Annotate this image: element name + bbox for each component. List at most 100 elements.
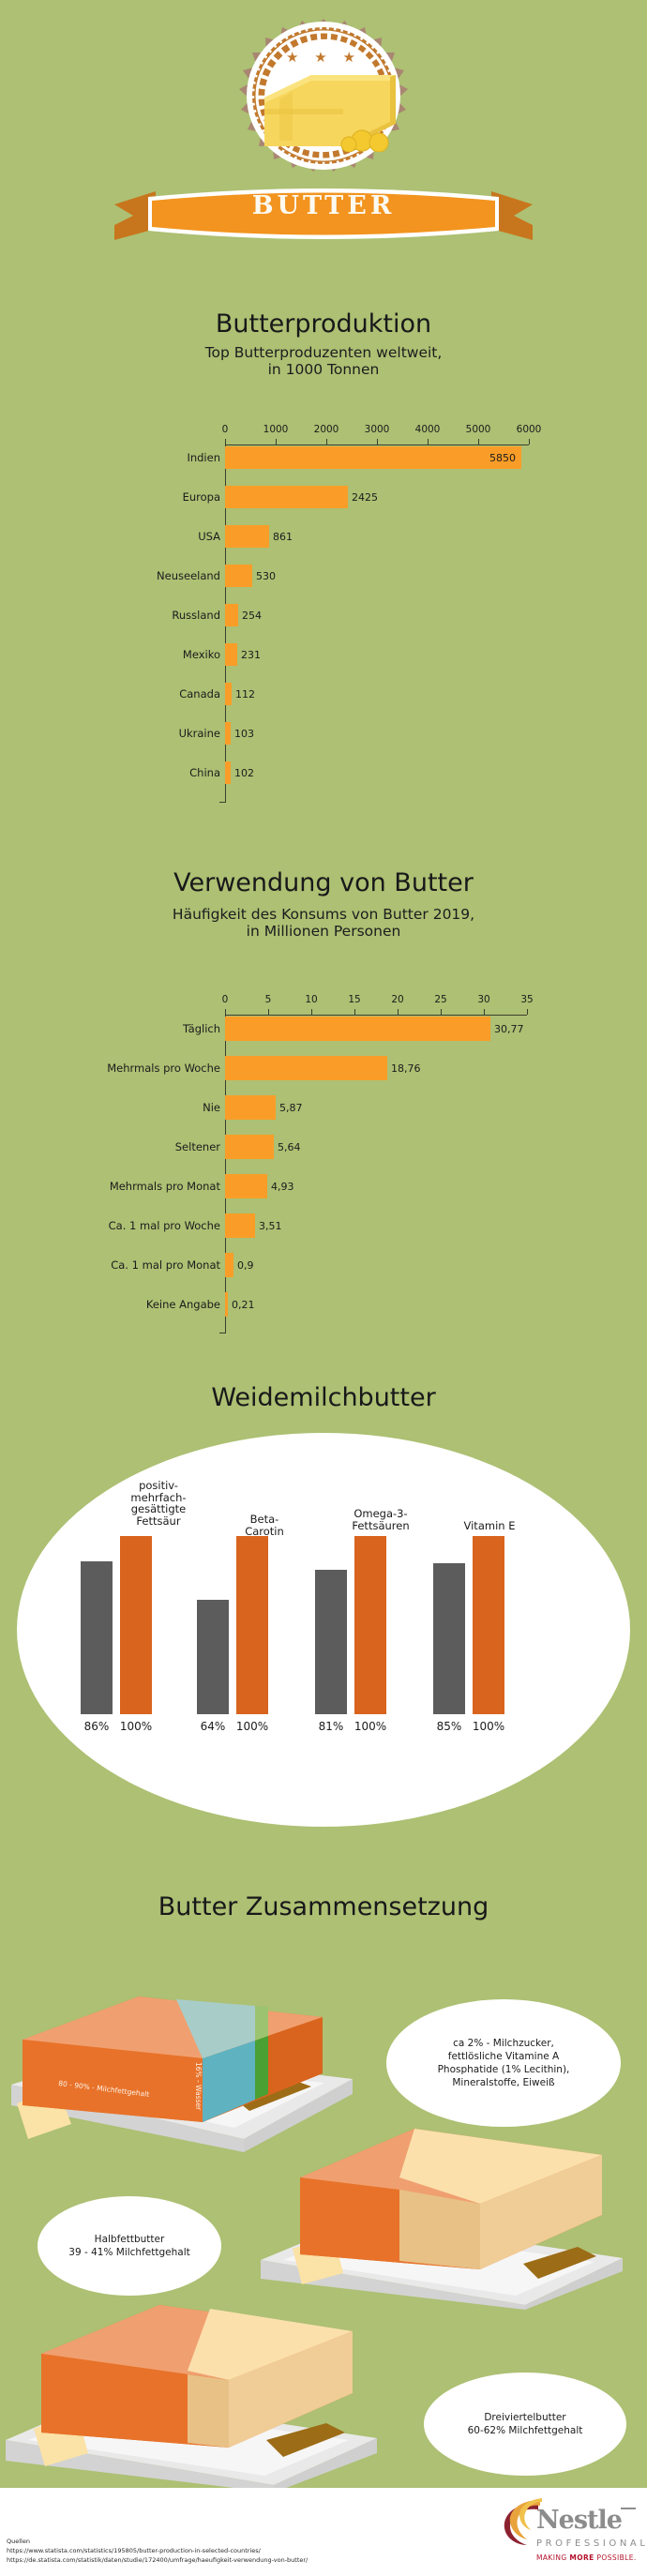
production-bar-label: China xyxy=(189,766,220,779)
pasture-pct-grey: 81% xyxy=(318,1720,344,1733)
usage-tick-mark xyxy=(268,1009,269,1015)
usage-tick-mark xyxy=(484,1009,485,1015)
usage-bar-label: Mehrmals pro Monat xyxy=(109,1180,220,1193)
pasture-category-line: positiv- xyxy=(139,1479,178,1492)
production-bar-label: Mexiko xyxy=(182,648,220,661)
usage-bar xyxy=(225,1135,274,1159)
production-xtick-0: 0 xyxy=(221,424,229,435)
production-xtick-3: 3000 xyxy=(364,424,390,435)
table-row: Canada 112 xyxy=(0,683,647,705)
production-bar xyxy=(225,486,348,508)
production-bar xyxy=(225,683,232,705)
production-axis-line xyxy=(225,444,529,445)
usage-bar-label: Ca. 1 mal pro Woche xyxy=(108,1219,220,1232)
production-bar xyxy=(225,525,269,548)
usage-bar-label: Keine Angabe xyxy=(145,1298,220,1311)
pasture-category-line: Fettsäuren xyxy=(352,1518,410,1532)
usage-bar xyxy=(225,1056,387,1080)
table-row: Mexiko 231 xyxy=(0,643,647,666)
pasture-bar-grey xyxy=(81,1561,113,1714)
production-tick-mark xyxy=(529,439,530,444)
pasture-bar-orange xyxy=(120,1536,152,1714)
production-tick-mark xyxy=(225,439,226,444)
nestle-tagline: MAKING MORE POSSIBLE. xyxy=(536,2554,637,2562)
pasture-category-line: Beta- xyxy=(249,1513,279,1526)
usage-bar-value: 30,77 xyxy=(494,1022,524,1035)
usage-bar xyxy=(225,1213,255,1238)
usage-xtick-5: 25 xyxy=(434,994,447,1005)
usage-xtick-2: 10 xyxy=(305,994,318,1005)
callout-line: Halbfettbutter xyxy=(94,2233,165,2245)
tagline-mid: MORE xyxy=(569,2553,594,2562)
table-row: Neuseeland 530 xyxy=(0,565,647,587)
usage-bar-label: Nie xyxy=(203,1101,220,1114)
usage-bar-label: Mehrmals pro Woche xyxy=(107,1062,220,1075)
source-link-2[interactable]: https://de.statista.com/statistik/daten/… xyxy=(7,2556,308,2565)
nestle-wordmark: Nestle xyxy=(536,2506,623,2535)
pasture-category-label: Omega-3- Fettsäuren xyxy=(326,1508,435,1531)
production-tick-mark xyxy=(428,439,429,444)
pasture-category-label: positiv- mehrfach- gesättigte Fettsäur xyxy=(107,1480,210,1528)
production-xtick-4: 4000 xyxy=(414,424,441,435)
table-row: Mehrmals pro Monat 4,93 xyxy=(0,1174,647,1198)
usage-xtick-6: 30 xyxy=(477,994,490,1005)
tagline-post: POSSIBLE. xyxy=(594,2553,637,2562)
production-bar-value: 231 xyxy=(241,648,261,661)
production-bar xyxy=(225,643,237,666)
table-row: Mehrmals pro Woche 18,76 xyxy=(0,1056,647,1080)
composition-title: Butter Zusammensetzung xyxy=(158,1892,489,1921)
usage-bar xyxy=(225,1253,233,1277)
table-row: Russland 254 xyxy=(0,604,647,626)
production-bar-value: 112 xyxy=(235,687,255,700)
pasture-category-line: mehrfach- xyxy=(130,1490,187,1504)
badge-ribbon xyxy=(114,188,533,246)
usage-tick-mark xyxy=(398,1009,399,1015)
callout-line: Phosphatide (1% Lecithin), xyxy=(437,2064,570,2075)
production-xtick-6: 6000 xyxy=(516,424,542,435)
usage-bar-value: 5,64 xyxy=(278,1140,301,1153)
production-bar-label: Indien xyxy=(187,451,220,464)
usage-xtick-1: 5 xyxy=(264,994,272,1005)
usage-subtitle-line1: Häufigkeit des Konsums von Butter 2019, xyxy=(172,906,475,923)
production-title: Butterproduktion xyxy=(215,309,432,339)
badge-butter-illustration xyxy=(259,71,399,153)
production-bar xyxy=(225,446,521,469)
source-link-1[interactable]: https://www.statista.com/statistics/1958… xyxy=(7,2547,261,2555)
pasture-category-line: Omega-3- xyxy=(354,1507,408,1520)
production-tick-mark xyxy=(377,439,378,444)
production-xtick-1: 1000 xyxy=(263,424,289,435)
table-row: Keine Angabe 0,21 xyxy=(0,1292,647,1317)
pasture-pct-grey: 86% xyxy=(83,1720,110,1733)
usage-bar-value: 0,21 xyxy=(232,1298,255,1311)
pasture-pct-orange: 100% xyxy=(119,1720,153,1733)
table-row: Täglich 30,77 xyxy=(0,1017,647,1041)
production-bar-value: 5850 xyxy=(489,451,516,464)
butter-block-full: 80 - 90% - Milchfettgehalt 16% - Wasser xyxy=(9,1965,375,2152)
table-row: Ukraine 103 xyxy=(0,722,647,745)
usage-bar-label: Ca. 1 mal pro Monat xyxy=(111,1258,220,1272)
pasture-category-line: Fettsäur xyxy=(136,1514,181,1528)
production-bar-value: 2425 xyxy=(352,490,378,504)
usage-bar xyxy=(225,1017,490,1041)
nestle-professional-label: PROFESSIONAL. xyxy=(536,2538,647,2549)
callout-line: Dreiviertelbutter xyxy=(484,2411,566,2423)
usage-bar-label: Täglich xyxy=(182,1022,220,1035)
pasture-title: Weidemilchbutter xyxy=(211,1383,436,1412)
production-bar-label: Canada xyxy=(179,687,220,700)
usage-xtick-7: 35 xyxy=(520,994,534,1005)
production-bar-value: 254 xyxy=(242,609,262,622)
butter-block-half xyxy=(257,2117,632,2310)
nestle-logo: Nestle PROFESSIONAL. MAKING MORE POSSIBL… xyxy=(501,2496,647,2573)
pasture-bar-orange xyxy=(236,1536,268,1714)
pasture-pct-orange: 100% xyxy=(354,1720,387,1733)
production-tick-mark xyxy=(276,439,277,444)
production-chart: 0 1000 2000 3000 4000 5000 6000 Indien 5… xyxy=(0,424,647,818)
production-bar-label: Russland xyxy=(172,609,220,622)
usage-bar-value: 4,93 xyxy=(271,1180,294,1193)
usage-subtitle-line2: in Millionen Personen xyxy=(246,923,401,940)
production-bar-label: Neuseeland xyxy=(157,569,220,582)
production-subtitle-line2: in 1000 Tonnen xyxy=(267,361,380,378)
usage-tick-mark xyxy=(527,1009,528,1015)
butter-block-three-quarter xyxy=(0,2297,392,2493)
usage-bar-value: 0,9 xyxy=(237,1258,254,1272)
